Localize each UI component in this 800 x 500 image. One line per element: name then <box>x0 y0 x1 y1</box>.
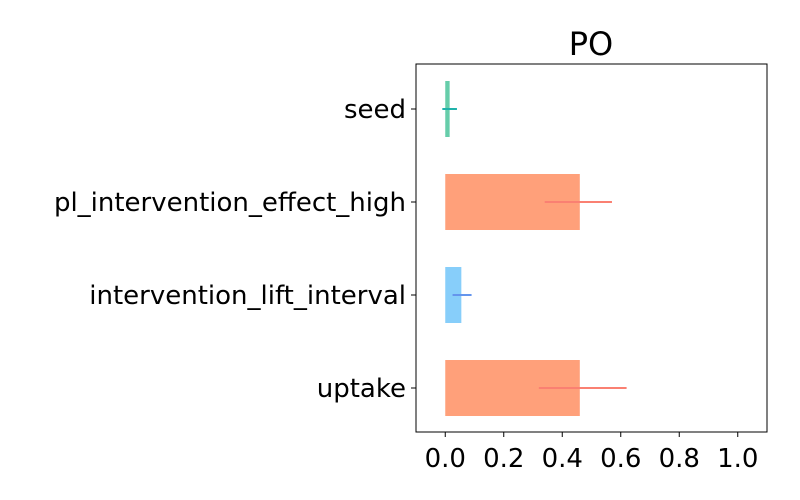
plot-frame <box>415 63 768 433</box>
y-axis: seed pl_intervention_effect_high intervent… <box>54 95 416 404</box>
chart-title: PO <box>569 25 613 63</box>
y-tick-label: intervention_lift_interval <box>89 281 406 311</box>
x-tick-label: 0.8 <box>659 444 700 474</box>
y-tick-label: uptake <box>317 374 406 404</box>
y-tick-label: seed <box>344 95 406 125</box>
x-tick-label: 1.0 <box>717 444 758 474</box>
x-axis: 0.0 0.2 0.4 0.6 0.8 1.0 <box>425 432 758 474</box>
x-tick-label: 0.0 <box>425 444 466 474</box>
y-tick-label: pl_intervention_effect_high <box>54 188 406 218</box>
x-tick-label: 0.6 <box>600 444 641 474</box>
x-tick-label: 0.2 <box>483 444 524 474</box>
plot-area <box>442 81 627 416</box>
x-tick-label: 0.4 <box>542 444 583 474</box>
